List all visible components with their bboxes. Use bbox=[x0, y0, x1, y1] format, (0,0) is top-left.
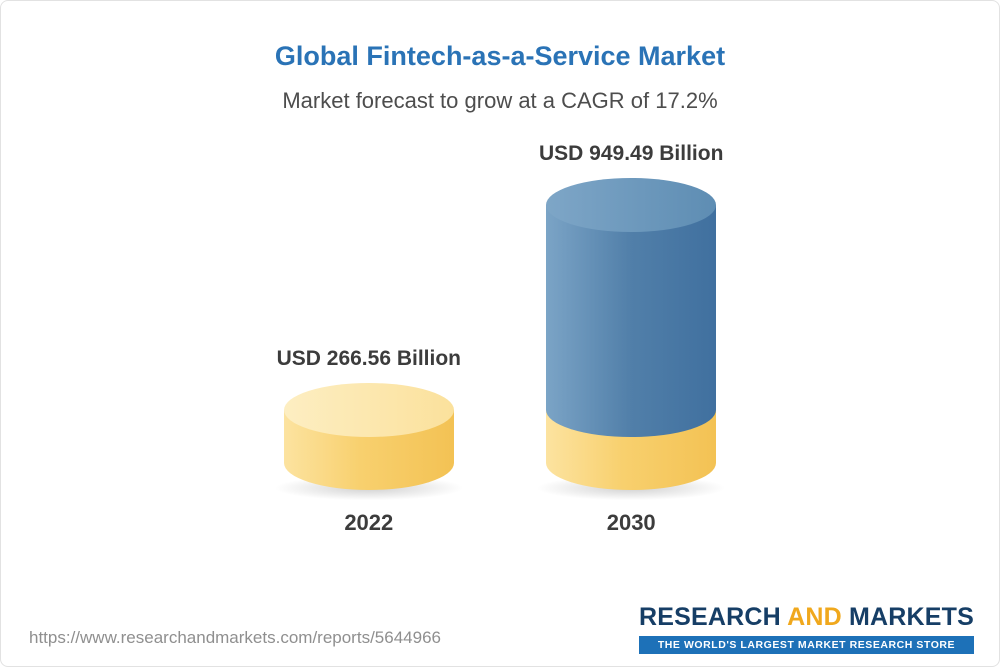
bar-2022-cylinder bbox=[269, 382, 468, 501]
bar-2030-cylinder bbox=[532, 178, 731, 501]
logo-word-markets: MARKETS bbox=[848, 603, 974, 631]
bar-chart: USD 266.56 Billion 2022 USD 949.49 Billi… bbox=[1, 142, 999, 536]
logo-word-research: RESEARCH bbox=[638, 603, 781, 631]
bar-2022-value-label: USD 266.56 Billion bbox=[276, 346, 461, 370]
bar-2030-category-label: 2030 bbox=[606, 509, 656, 535]
bar-2022-top-ellipse bbox=[283, 382, 454, 437]
bar-2022-category-label: 2022 bbox=[344, 509, 394, 535]
bar-2030-value-label: USD 949.49 Billion bbox=[539, 142, 724, 165]
logo-wordmark: RESEARCH AND MARKETS bbox=[639, 603, 974, 632]
bar-2030-segment-blue bbox=[546, 205, 717, 437]
logo-word-and: AND bbox=[787, 603, 842, 631]
chart-subtitle: Market forecast to grow at a CAGR of 17.… bbox=[282, 88, 718, 113]
research-and-markets-logo: RESEARCH AND MARKETS THE WORLD'S LARGEST… bbox=[638, 603, 974, 654]
bar-2030-top-ellipse bbox=[546, 178, 717, 232]
logo-tagline: THE WORLD'S LARGEST MARKET RESEARCH STOR… bbox=[638, 636, 974, 654]
bar-group-2022: USD 266.56 Billion 2022 bbox=[269, 346, 468, 536]
report-url: https://www.researchandmarkets.com/repor… bbox=[29, 628, 441, 647]
chart-title: Global Fintech-as-a-Service Market bbox=[274, 41, 726, 71]
header: Global Fintech-as-a-Service Market Marke… bbox=[1, 1, 999, 114]
bar-group-2030: USD 949.49 Billion 2030 bbox=[532, 142, 731, 536]
